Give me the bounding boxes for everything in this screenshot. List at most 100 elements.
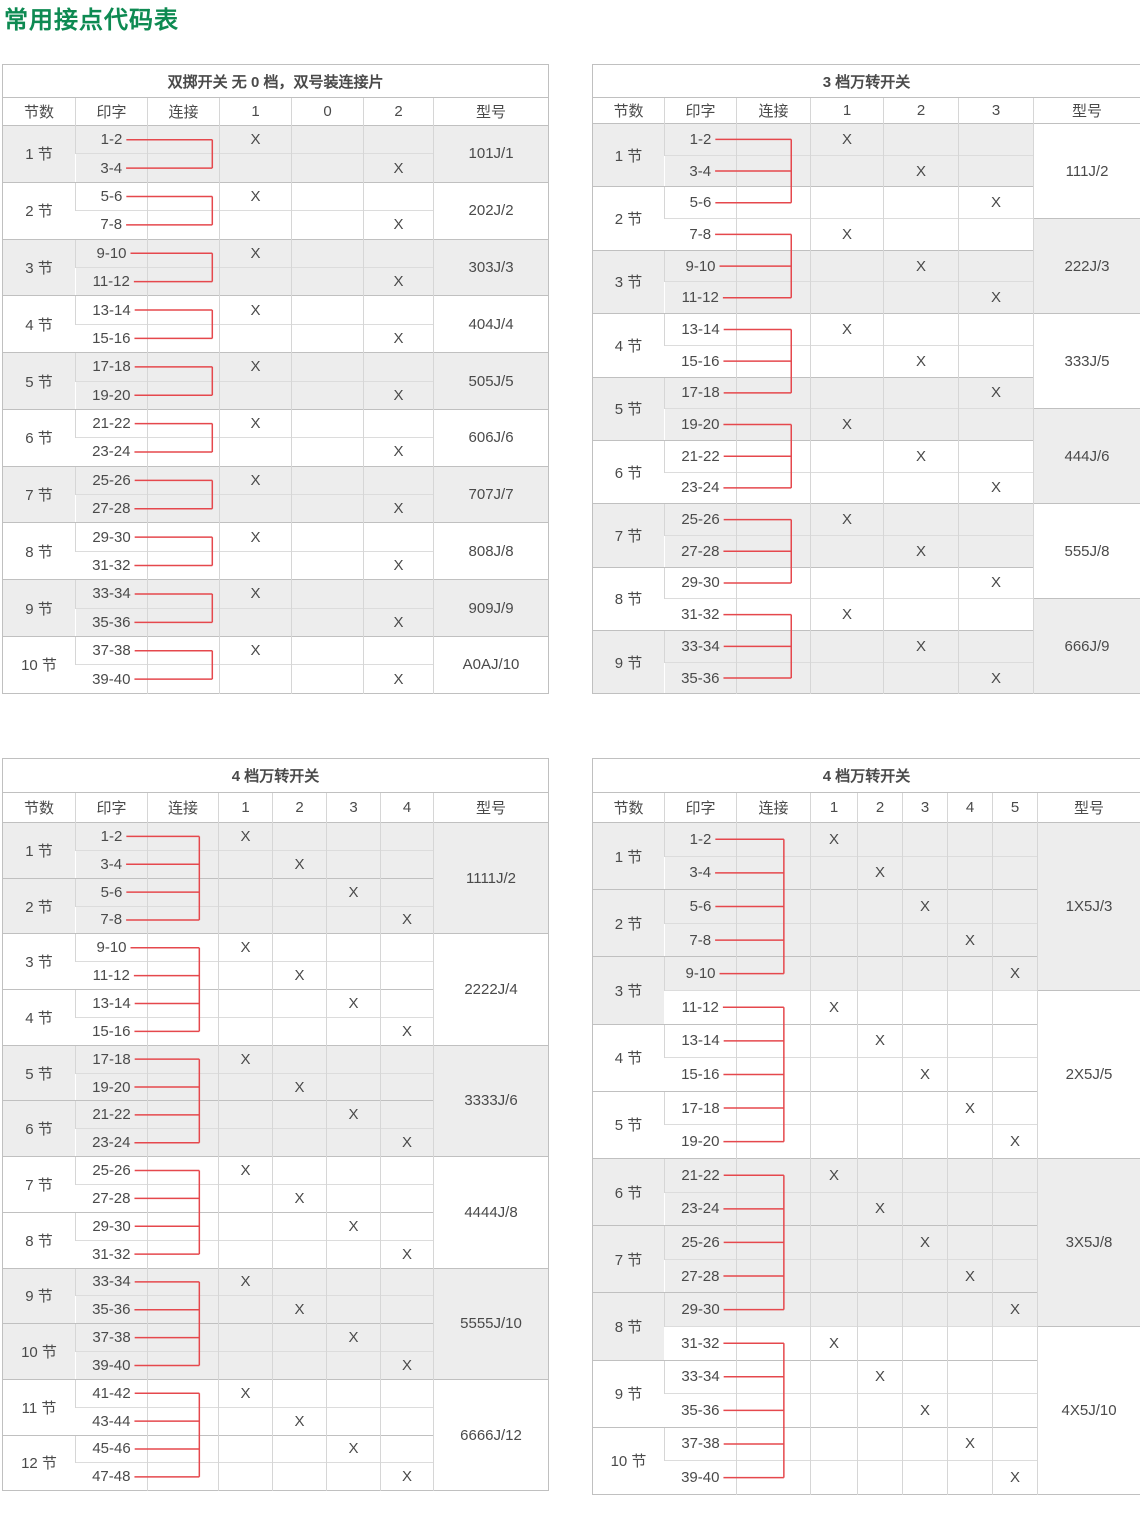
pin-pair-cell: 7-8 bbox=[664, 922, 737, 957]
contact-mark-cell: X bbox=[947, 1090, 993, 1125]
position-cell bbox=[958, 154, 1034, 187]
connection-cell bbox=[147, 408, 220, 438]
position-cell bbox=[380, 1295, 434, 1324]
position-cell bbox=[883, 218, 959, 251]
contact-mark-cell: X bbox=[857, 1023, 903, 1058]
pin-pair-label: 33-34 bbox=[92, 585, 131, 603]
model-cell: 222J/3 bbox=[1032, 218, 1140, 314]
contact-mark-cell: X bbox=[218, 1156, 273, 1185]
pin-pair-label: 39-40 bbox=[92, 1356, 131, 1374]
pin-pair-cell: 15-16 bbox=[75, 1016, 148, 1046]
pin-pair-cell: 29-30 bbox=[75, 1211, 148, 1241]
position-cell bbox=[902, 1292, 948, 1327]
table-row: 31-32 X 4X5J/10 bbox=[593, 1325, 1140, 1495]
pin-pair-label: 1-2 bbox=[100, 131, 123, 149]
position-cell bbox=[810, 1057, 858, 1092]
connection-cell bbox=[147, 124, 220, 154]
pin-pair-cell: 13-14 bbox=[75, 295, 148, 325]
table-row: 2 节 5-6 X bbox=[2, 877, 549, 934]
connection-cell bbox=[147, 1267, 219, 1296]
model-cell: 2222J/4 bbox=[432, 933, 549, 1046]
model-cell: 101J/1 bbox=[432, 125, 549, 183]
contact-mark-cell: X bbox=[363, 494, 434, 523]
position-cell bbox=[218, 1295, 273, 1324]
position-cell bbox=[810, 249, 884, 282]
connection-cell bbox=[147, 961, 219, 990]
connection-cell bbox=[736, 1090, 811, 1125]
pin-pair-label: 19-20 bbox=[681, 1133, 720, 1151]
position-cell bbox=[902, 922, 948, 957]
pin-pair-cell: 11-12 bbox=[664, 989, 737, 1025]
pin-pair-cell: 23-24 bbox=[664, 1191, 737, 1226]
position-cell bbox=[810, 1292, 858, 1327]
connection-cell bbox=[736, 376, 811, 409]
pin-pair-cell: 5-6 bbox=[75, 877, 148, 907]
pin-pair-cell: 5-6 bbox=[664, 186, 737, 219]
pin-pair-cell: 37-38 bbox=[664, 1426, 737, 1461]
pin-pair-cell: 25-26 bbox=[75, 465, 148, 495]
contact-mark-cell: X bbox=[363, 550, 434, 580]
connection-cell bbox=[147, 664, 220, 694]
pin-pair-cell: 7-8 bbox=[75, 905, 148, 934]
connection-cell bbox=[147, 1072, 219, 1101]
contact-mark-cell: X bbox=[363, 323, 434, 353]
position-cell bbox=[291, 579, 364, 609]
contact-mark-cell: X bbox=[272, 1183, 327, 1213]
position-cell bbox=[857, 1292, 903, 1327]
pin-pair-label: 21-22 bbox=[92, 1106, 131, 1124]
column-header: 型号 bbox=[1032, 97, 1140, 124]
connection-cell bbox=[147, 1156, 219, 1185]
position-cell bbox=[219, 153, 292, 183]
contact-mark-cell: X bbox=[363, 437, 434, 467]
table-row: 19-20 X 444J/6 bbox=[593, 408, 1140, 504]
position-cell bbox=[992, 1426, 1038, 1461]
section-count-cell: 3 节 bbox=[592, 249, 665, 314]
position-cell bbox=[218, 905, 273, 934]
contact-mark-cell: X bbox=[326, 989, 381, 1018]
position-cell bbox=[947, 1191, 993, 1226]
table-row: 4 档万转开关 bbox=[3, 759, 549, 793]
position-cell bbox=[272, 1016, 327, 1046]
position-cell bbox=[947, 1225, 993, 1260]
section-count-cell: 7 节 bbox=[2, 1156, 76, 1213]
position-cell bbox=[218, 1100, 273, 1129]
position-cell bbox=[272, 1351, 327, 1380]
table-4-gear-rotary-switch-b: 4 档万转开关 节数 印字 连接 1 2 3 4 5 型号 1 节 1-2 X 1X5J/3 3-4 X 2 节… bbox=[592, 758, 1140, 1495]
pin-pair-cell: 19-20 bbox=[75, 1072, 148, 1101]
contact-mark-cell: X bbox=[326, 1100, 381, 1129]
table-row: 7 节 25-26 X 707J/7 bbox=[2, 465, 549, 523]
connection-cell bbox=[147, 352, 220, 382]
contact-mark-cell: X bbox=[219, 124, 292, 154]
connection-cell bbox=[736, 1191, 811, 1226]
position-cell bbox=[380, 1378, 434, 1408]
position-cell bbox=[883, 661, 959, 694]
contact-mark-cell: X bbox=[883, 344, 959, 377]
contact-mark-cell: X bbox=[958, 186, 1034, 219]
position-cell bbox=[272, 1434, 327, 1463]
connection-cell bbox=[736, 1292, 811, 1327]
pin-pair-cell: 47-48 bbox=[75, 1462, 148, 1491]
table-3-gear-rotary-switch: 3 档万转开关 节数 印字 连接 1 2 3 型号 1 节 1-2 X 111J/2 3-4 X 2 节 5-… bbox=[592, 64, 1140, 695]
section-count-cell: 7 节 bbox=[592, 1225, 665, 1293]
connection-cell bbox=[736, 1359, 811, 1394]
contact-mark-cell: X bbox=[272, 1406, 327, 1436]
connection-cell bbox=[736, 313, 811, 346]
connection-cell bbox=[147, 323, 220, 353]
connection-cell bbox=[736, 1426, 811, 1461]
position-cell bbox=[810, 439, 884, 473]
pin-pair-cell: 5-6 bbox=[664, 889, 737, 924]
pin-pair-label: 23-24 bbox=[681, 479, 720, 497]
contact-mark-cell: X bbox=[992, 1292, 1038, 1327]
position-cell bbox=[810, 1359, 858, 1394]
position-cell bbox=[947, 1157, 993, 1193]
connection-cell bbox=[736, 281, 811, 314]
position-cell bbox=[272, 1323, 327, 1352]
pin-pair-label: 23-24 bbox=[681, 1200, 720, 1218]
section-count-cell: 7 节 bbox=[592, 503, 665, 568]
connection-cell bbox=[736, 408, 811, 441]
contact-mark-cell: X bbox=[219, 295, 292, 325]
position-cell bbox=[857, 889, 903, 924]
pin-pair-cell: 3-4 bbox=[75, 153, 148, 183]
position-cell bbox=[291, 238, 364, 268]
pin-pair-cell: 29-30 bbox=[75, 522, 148, 552]
